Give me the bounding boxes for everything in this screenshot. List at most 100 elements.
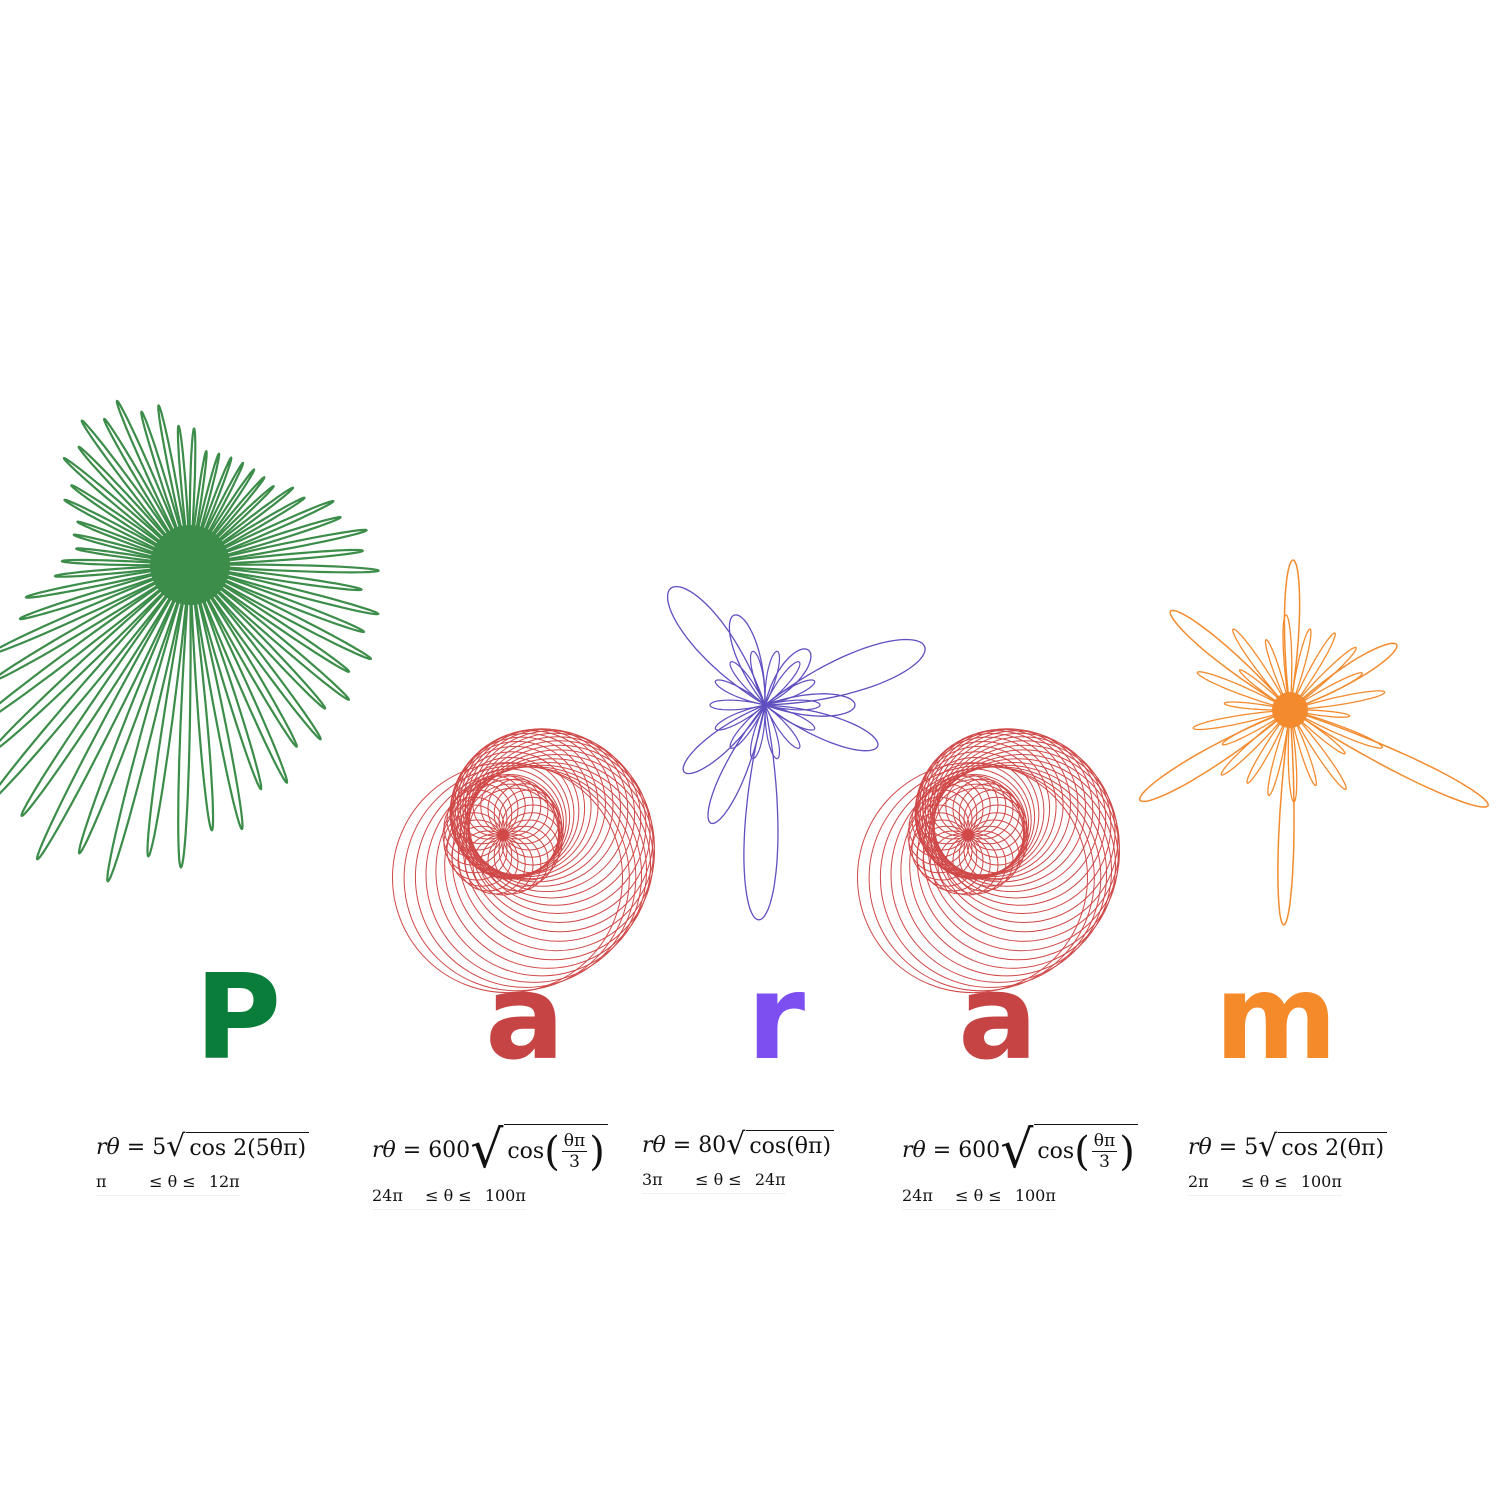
snail-outer-circle	[916, 758, 1119, 961]
fraction-numerator: θπ	[1091, 1131, 1118, 1152]
snail-outer-circle	[444, 762, 651, 969]
petal-green	[189, 563, 380, 574]
inner-petal-purple	[714, 704, 766, 731]
radicand: cos(θπ 3)	[504, 1124, 608, 1176]
snail-outer-circle	[931, 730, 1101, 899]
theta-range: 3π ≤ θ ≤ 24π	[642, 1170, 786, 1194]
inner-petal-orange	[1238, 669, 1291, 711]
inner-petal-orange	[1289, 709, 1347, 791]
letter-m: m	[1214, 948, 1338, 1086]
petal-green	[188, 564, 215, 832]
letter-a-first: a	[485, 948, 565, 1086]
snail-outer-circle	[392, 762, 623, 994]
equation-coefficient: 5	[1244, 1134, 1259, 1160]
inner-petal-orange	[1221, 709, 1291, 746]
theta-range: 24π ≤ θ ≤ 100π	[372, 1186, 526, 1210]
petal-green	[189, 564, 351, 673]
petal-green	[189, 476, 266, 566]
petal-orange	[1139, 709, 1291, 803]
range-lower: 24π	[372, 1186, 403, 1205]
snail-outer-circle	[465, 744, 654, 933]
inner-petal-orange	[1287, 709, 1298, 803]
inner-petal-orange	[1289, 709, 1351, 718]
square-root: √ cos 2(θπ)	[1258, 1132, 1388, 1162]
petal-green	[63, 498, 191, 566]
equation: rθ = 80 √ cos(θπ)	[642, 1130, 835, 1160]
theta-range: 2π ≤ θ ≤ 100π	[1188, 1172, 1342, 1196]
inner-petal-purple	[764, 661, 801, 706]
snail-outer-circle	[435, 764, 648, 977]
petal-green	[106, 564, 192, 883]
petal-green	[20, 564, 191, 817]
lobe-purple	[728, 614, 766, 706]
petal-green	[72, 533, 191, 567]
range-relation: ≤ θ ≤	[955, 1186, 1002, 1205]
petal-orange	[1289, 709, 1489, 808]
cos-label: cos	[507, 1139, 545, 1164]
inner-petal-purple	[764, 704, 801, 749]
range-relation: ≤ θ ≤	[425, 1186, 472, 1205]
equation-coefficient: 600	[958, 1137, 1001, 1163]
fraction-denominator: 3	[569, 1152, 580, 1172]
petal-green	[189, 548, 364, 567]
snail-outer-circle	[900, 764, 1113, 977]
inner-petal-purple	[714, 679, 766, 706]
snail-outer-circle	[452, 736, 592, 876]
equation-coefficient: 80	[698, 1132, 727, 1158]
petal-green	[75, 547, 191, 567]
inner-petal-purple	[749, 704, 766, 760]
inner-petal-purple	[764, 704, 816, 731]
inner-petal-purple	[764, 704, 781, 760]
petal-green	[189, 564, 327, 710]
equation-coefficient: 5	[152, 1134, 167, 1160]
fraction-denominator: 3	[1099, 1152, 1110, 1172]
formula-r: rθ = 80 √ cos(θπ) 3π ≤ θ ≤ 24π	[642, 1130, 835, 1194]
range-upper: 100π	[1300, 1172, 1342, 1191]
petal-green	[188, 456, 233, 566]
inner-petal-purple	[764, 699, 821, 711]
petal-green	[76, 520, 191, 567]
inner-petal-purple	[764, 650, 781, 706]
lobe-purple	[764, 693, 856, 717]
range-upper: 100π	[484, 1186, 526, 1205]
petal-green	[189, 564, 372, 661]
formula-a-second: rθ = 600 √ cos(θπ 3) 24π ≤ θ ≤ 100π	[902, 1124, 1138, 1210]
petal-green	[189, 499, 335, 567]
petal-green	[18, 563, 191, 621]
snail-center	[498, 830, 508, 840]
range-relation: ≤ θ ≤	[695, 1170, 742, 1189]
inner-petal-orange	[1220, 709, 1291, 776]
equation: rθ = 5 √ cos 2(5θπ)	[96, 1132, 310, 1162]
formula-a-first: rθ = 600 √ cos(θπ 3) 24π ≤ θ ≤ 100π	[372, 1124, 608, 1210]
equation: rθ = 5 √ cos 2(θπ)	[1188, 1132, 1388, 1162]
inner-petal-orange	[1289, 690, 1386, 711]
inner-petal-purple	[729, 661, 766, 706]
equation-lhs: rθ	[902, 1137, 926, 1163]
lobe-purple	[764, 638, 926, 706]
square-root: √ cos(θπ)	[726, 1130, 835, 1160]
snail-outer-circle	[932, 740, 1116, 923]
inner-petal-purple	[764, 679, 816, 706]
radicand: cos(θπ)	[746, 1130, 835, 1160]
letter-r: r	[746, 948, 806, 1086]
petal-green	[157, 404, 192, 566]
range-upper: 24π	[754, 1170, 786, 1189]
petal-green	[189, 563, 380, 616]
snail-outer-circle	[930, 744, 1119, 933]
inner-petal-orange	[1192, 709, 1291, 731]
inner-petal-orange	[1289, 709, 1346, 755]
petal-green	[188, 450, 208, 566]
letter-a-second: a	[958, 948, 1038, 1086]
snail-outer-circle	[403, 765, 630, 992]
range-lower: 2π	[1188, 1172, 1209, 1191]
petal-green	[146, 564, 192, 858]
snail-inner-circle	[952, 778, 1014, 840]
lobe-purple	[707, 704, 766, 825]
petal-green	[189, 564, 322, 741]
snail-outer-circle	[917, 736, 1057, 876]
snail-outer-circle	[922, 754, 1121, 952]
petal-green	[176, 424, 192, 566]
snail-inner-circle	[487, 778, 549, 840]
snail-inner-circle	[966, 796, 1028, 858]
